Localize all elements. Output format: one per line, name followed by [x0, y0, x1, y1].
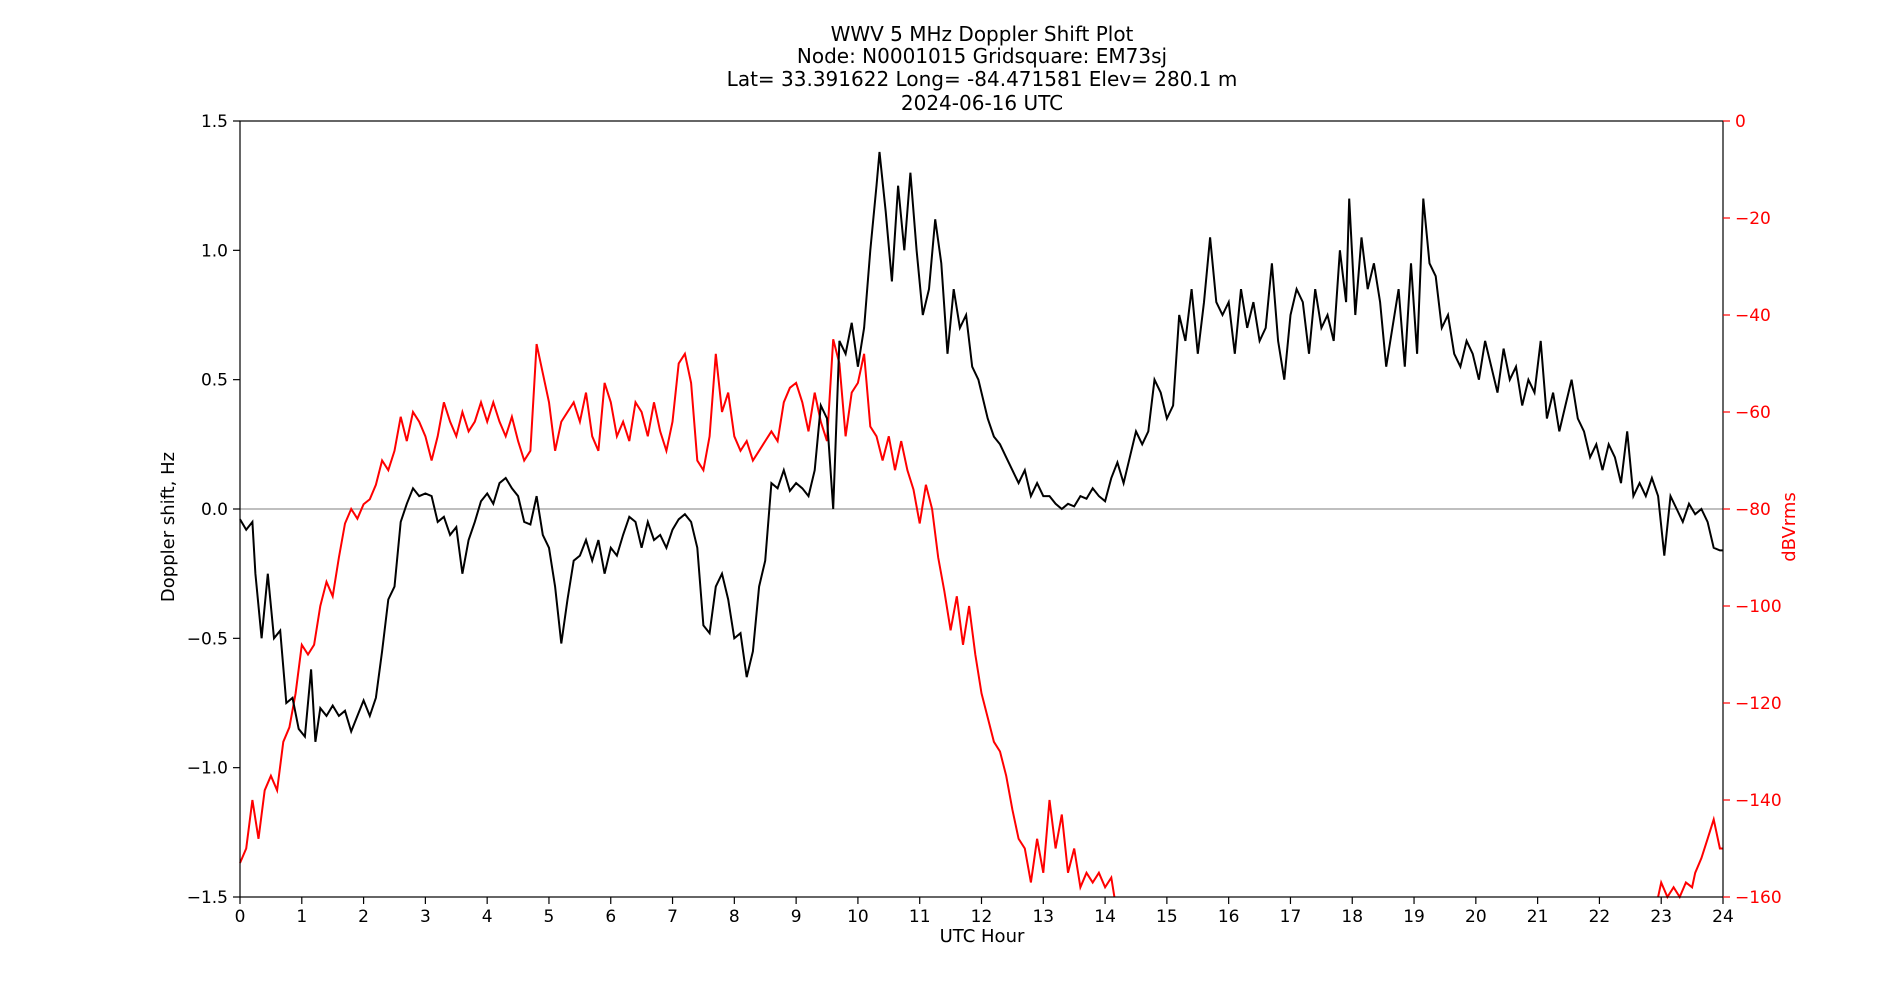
- x-axis: 0 1 2 3 4 5 6 7 8 9 10 11 12 13 14 15 16 17 18 19 20 21 22 23 24: [235, 897, 1734, 927]
- title-line-2: Node: N0001015 Gridsquare: EM73sj: [797, 44, 1167, 68]
- left-y-tick-label: −0.5: [187, 629, 228, 649]
- doppler-series-line: [239, 151, 1723, 742]
- x-tick-label: 12: [971, 907, 993, 927]
- right-y-tick-label: −40: [1735, 306, 1771, 326]
- series-layer: [239, 151, 1723, 900]
- x-tick-label: 11: [909, 907, 931, 927]
- x-tick-label: 23: [1650, 907, 1672, 927]
- right-y-tick-label: −60: [1735, 403, 1771, 423]
- title-line-3: Lat= 33.391622 Long= -84.471581 Elev= 28…: [727, 67, 1238, 91]
- left-y-axis: 1.5 1.0 0.5 0.0 −0.5 −1.0 −1.5: [187, 112, 240, 908]
- x-tick-label: 5: [544, 907, 555, 927]
- title-line-4: 2024-06-16 UTC: [901, 91, 1063, 115]
- x-tick-label: 2: [358, 907, 369, 927]
- left-y-tick-label: 1.5: [201, 112, 228, 132]
- x-tick-label: 22: [1589, 907, 1611, 927]
- x-tick-label: 6: [605, 907, 616, 927]
- right-y-axis-label: dBVrms: [1779, 492, 1800, 562]
- right-y-tick-label: 0: [1735, 112, 1746, 132]
- x-tick-label: 9: [791, 907, 802, 927]
- x-tick-label: 24: [1712, 907, 1734, 927]
- right-y-tick-label: −140: [1735, 791, 1782, 811]
- left-y-axis-label: Doppler shift, Hz: [158, 452, 179, 602]
- right-y-tick-label: −120: [1735, 694, 1782, 714]
- x-tick-label: 21: [1527, 907, 1549, 927]
- x-tick-label: 13: [1032, 907, 1054, 927]
- x-tick-label: 7: [667, 907, 678, 927]
- title-line-1: WWV 5 MHz Doppler Shift Plot: [831, 22, 1134, 46]
- left-y-tick-label: −1.5: [187, 888, 228, 908]
- x-tick-label: 19: [1403, 907, 1425, 927]
- left-y-tick-label: 0.5: [201, 371, 228, 391]
- x-tick-label: 14: [1094, 907, 1116, 927]
- right-y-tick-label: −80: [1735, 500, 1771, 520]
- right-y-tick-label: −100: [1735, 597, 1782, 617]
- x-tick-label: 10: [847, 907, 869, 927]
- power-series-line: [239, 339, 1723, 900]
- x-tick-label: 3: [420, 907, 431, 927]
- right-y-tick-label: −160: [1735, 888, 1782, 908]
- x-axis-label: UTC Hour: [940, 926, 1025, 947]
- left-y-tick-label: −1.0: [187, 759, 228, 779]
- right-y-tick-label: −20: [1735, 209, 1771, 229]
- x-tick-label: 4: [482, 907, 493, 927]
- x-tick-label: 17: [1280, 907, 1302, 927]
- x-tick-label: 0: [235, 907, 246, 927]
- right-y-axis: 0 −20 −40 −60 −80 −100 −120 −140 −160: [1723, 112, 1782, 908]
- x-tick-label: 1: [296, 907, 307, 927]
- chart-title: WWV 5 MHz Doppler Shift Plot Node: N0001…: [727, 22, 1238, 115]
- x-tick-label: 16: [1218, 907, 1240, 927]
- x-tick-label: 15: [1156, 907, 1178, 927]
- x-tick-label: 18: [1341, 907, 1363, 927]
- left-y-tick-label: 1.0: [201, 241, 228, 261]
- x-tick-label: 20: [1465, 907, 1487, 927]
- left-y-tick-label: 0.0: [201, 500, 228, 520]
- x-tick-label: 8: [729, 907, 740, 927]
